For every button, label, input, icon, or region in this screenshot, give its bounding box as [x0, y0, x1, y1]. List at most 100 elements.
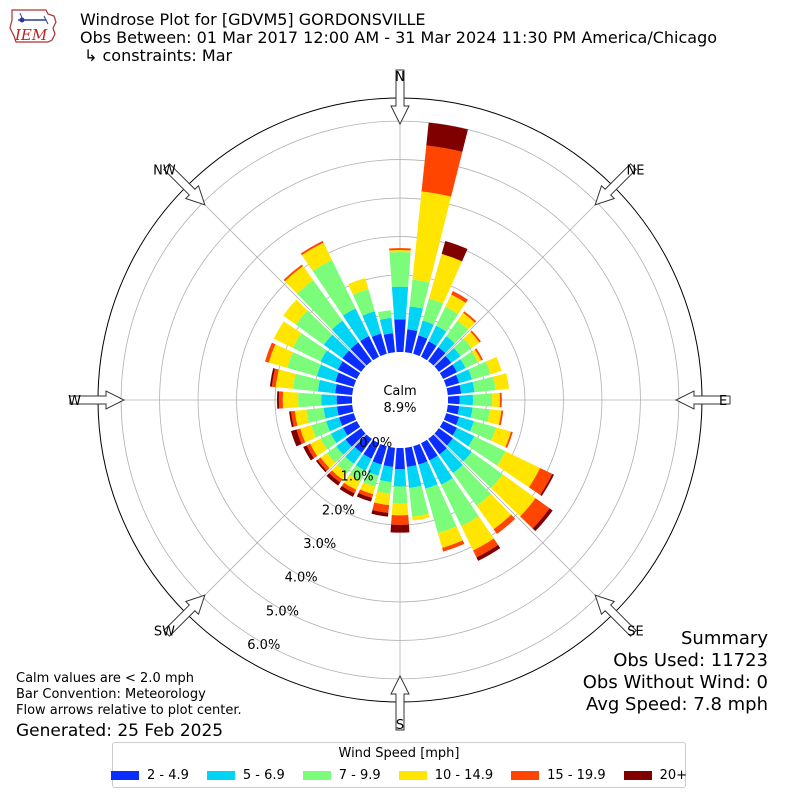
bar-segment: [336, 395, 353, 405]
bar-segment: [470, 407, 490, 423]
bar-segment: [372, 502, 390, 513]
bar-convention-note: Bar Convention: Meteorology: [16, 687, 206, 702]
bar-segment: [392, 486, 408, 504]
generated-date: Generated: 25 Feb 2025: [16, 721, 224, 741]
arrow-shape: [163, 163, 206, 206]
legend-label: 10 - 14.9: [434, 768, 494, 783]
bar-segment: [358, 489, 374, 498]
bar-segment: [316, 364, 339, 382]
flow-arrows-note: Flow arrows relative to plot center.: [16, 703, 242, 718]
bar-segment: [326, 473, 341, 486]
bar-segment: [491, 474, 536, 517]
direction-arrow-icon: [390, 674, 410, 731]
legend-item: 15 - 19.9: [511, 768, 606, 783]
legend-label: 7 - 9.9: [338, 768, 381, 783]
bar-segment: [356, 492, 373, 502]
bar-segment: [291, 410, 298, 427]
bar-segment: [453, 338, 472, 357]
bar-segment: [532, 508, 553, 532]
bar-segment: [287, 352, 322, 377]
bar-segment: [337, 456, 354, 474]
summary-obs-without-wind: Obs Without Wind: 0: [582, 672, 768, 693]
bar-segment: [472, 376, 496, 393]
bar-segment: [492, 392, 500, 408]
bar-segment: [342, 420, 361, 436]
bar-segment: [355, 454, 372, 471]
bar-segment: [439, 364, 458, 380]
bar-segment: [336, 404, 354, 416]
radial-tick-label: 1.0%: [341, 470, 374, 485]
bar-segment: [289, 411, 294, 428]
bar-segment: [437, 526, 463, 548]
bar-segment: [317, 457, 330, 471]
bar-segment: [461, 516, 494, 551]
bar-segment: [460, 351, 478, 369]
calm-label: Calm: [383, 384, 416, 399]
legend-swatch: [623, 771, 652, 780]
legend-item: 7 - 9.9: [302, 768, 381, 783]
bar-segment: [323, 334, 349, 359]
bar-segment: [300, 240, 324, 256]
bar-segment: [326, 446, 344, 463]
bar-segment: [438, 336, 455, 354]
calm-note: Calm values are < 2.0 mph: [16, 671, 195, 686]
bar-segment: [428, 434, 447, 455]
legend-label: 2 - 4.9: [146, 768, 189, 783]
bar-segment: [446, 438, 472, 462]
bar-segment: [520, 498, 550, 529]
bar-segment: [429, 455, 453, 485]
direction-arrow-icon: [163, 163, 206, 206]
grid-spoke: [433, 433, 614, 614]
bar-segment: [284, 266, 314, 294]
bar-segment: [395, 447, 405, 470]
bar-segment: [362, 311, 382, 337]
bar-segment: [452, 464, 491, 506]
bar-segment: [265, 342, 276, 363]
bar-segment: [371, 510, 389, 517]
arrow-shape: [674, 390, 731, 410]
bar-segment: [371, 333, 387, 357]
bar-segment: [485, 356, 502, 375]
bar-segment: [276, 391, 280, 409]
bar-segment: [425, 484, 457, 534]
bar-segment: [342, 308, 369, 342]
direction-arrow-icon: [594, 594, 637, 637]
legend-label: 20+: [659, 768, 688, 783]
bar-segment: [306, 443, 318, 459]
grid-spoke: [186, 186, 367, 367]
bar-segment: [383, 333, 396, 354]
direction-label: SE: [627, 625, 643, 640]
bar-segment: [363, 439, 380, 459]
bar-segment: [404, 329, 418, 354]
bar-segment: [473, 538, 499, 558]
bar-segment: [474, 348, 483, 361]
bar-segment: [301, 242, 332, 272]
bar-segment: [312, 259, 356, 316]
radial-tick-label: 5.0%: [266, 604, 299, 619]
bar-segment: [337, 361, 361, 380]
bar-segment: [295, 310, 333, 345]
bar-segment: [336, 439, 352, 455]
bar-segment: [343, 474, 361, 490]
bar-segment: [282, 391, 299, 409]
bar-segment: [420, 439, 438, 461]
direction-arrows: [69, 69, 731, 731]
bar-segment: [463, 331, 480, 349]
arrow-shape: [390, 674, 410, 731]
bar-segment: [341, 482, 357, 494]
radial-tick-label: 2.0%: [322, 503, 355, 518]
bar-segment: [374, 491, 391, 506]
bar-segment: [420, 341, 437, 361]
direction-label: S: [396, 718, 404, 733]
legend-item: 2 - 4.9: [110, 768, 189, 783]
legend: Wind Speed [mph] 2 - 4.9 5 - 6.9 7 - 9.9…: [110, 742, 688, 788]
bar-segment: [379, 317, 394, 335]
bar-segment: [367, 461, 382, 476]
bar-segment: [352, 289, 375, 316]
bar-segment: [457, 312, 475, 330]
bar-segment: [471, 349, 482, 363]
bar-segment: [329, 470, 343, 483]
bar-segment: [426, 122, 468, 152]
obs-between: Obs Between: 01 Mar 2017 12:00 AM - 31 M…: [80, 28, 718, 47]
bar-segment: [487, 409, 502, 425]
